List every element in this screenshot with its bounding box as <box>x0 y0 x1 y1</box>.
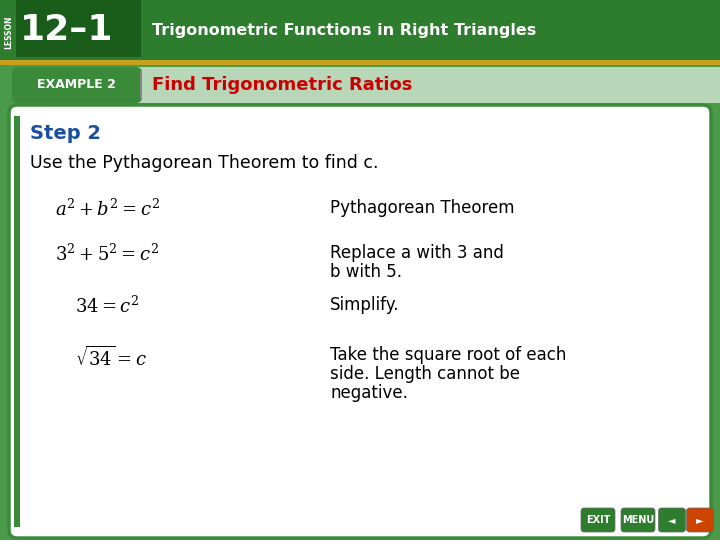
Text: Replace a with 3 and: Replace a with 3 and <box>330 244 504 262</box>
Text: b with 5.: b with 5. <box>330 263 402 281</box>
FancyBboxPatch shape <box>581 508 615 532</box>
Bar <box>0 0 720 65</box>
Text: $3^2 + 5^2 = c^2$: $3^2 + 5^2 = c^2$ <box>55 244 159 265</box>
FancyBboxPatch shape <box>621 508 655 532</box>
Text: Use the Pythagorean Theorem to find c.: Use the Pythagorean Theorem to find c. <box>30 154 379 172</box>
Text: EXIT: EXIT <box>586 515 610 525</box>
Text: Find Trigonometric Ratios: Find Trigonometric Ratios <box>152 76 413 94</box>
Text: Trigonometric Functions in Right Triangles: Trigonometric Functions in Right Triangl… <box>152 23 536 38</box>
Text: negative.: negative. <box>330 384 408 402</box>
Bar <box>14 116 20 527</box>
Bar <box>0 60 720 65</box>
Text: LESSON: LESSON <box>4 16 14 49</box>
FancyBboxPatch shape <box>659 508 685 532</box>
FancyBboxPatch shape <box>12 67 142 103</box>
Bar <box>16 0 141 57</box>
Bar <box>100 67 720 103</box>
Text: Pythagorean Theorem: Pythagorean Theorem <box>330 199 515 217</box>
Text: MENU: MENU <box>622 515 654 525</box>
Text: 12–1: 12–1 <box>20 12 114 46</box>
Text: ►: ► <box>696 515 703 525</box>
Text: Simplify.: Simplify. <box>330 296 400 314</box>
Bar <box>140 71 142 99</box>
Text: ◄: ◄ <box>668 515 676 525</box>
Text: $\sqrt{34} = c$: $\sqrt{34} = c$ <box>75 346 147 370</box>
FancyBboxPatch shape <box>686 508 714 532</box>
Text: EXAMPLE 2: EXAMPLE 2 <box>37 78 115 91</box>
FancyBboxPatch shape <box>9 105 711 538</box>
Text: $a^2 + b^2 = c^2$: $a^2 + b^2 = c^2$ <box>55 199 160 220</box>
Text: Take the square root of each: Take the square root of each <box>330 346 567 364</box>
Text: side. Length cannot be: side. Length cannot be <box>330 365 520 383</box>
Text: Step 2: Step 2 <box>30 124 101 143</box>
Text: $34 = c^2$: $34 = c^2$ <box>75 296 140 317</box>
